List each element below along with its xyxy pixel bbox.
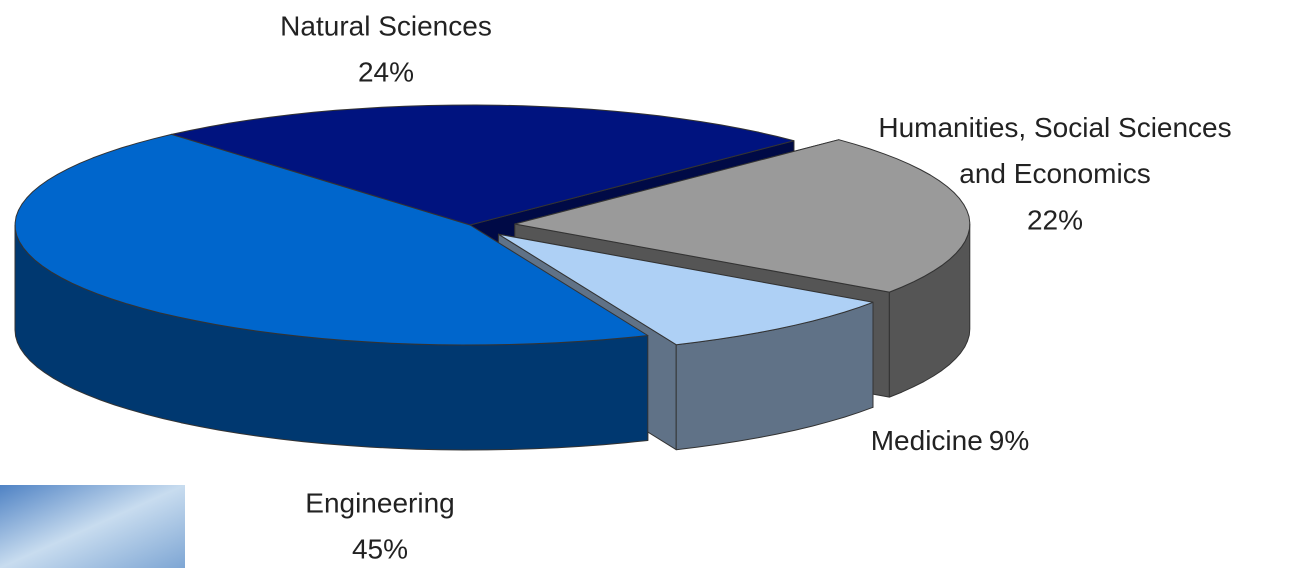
category-label: Engineering (305, 487, 454, 518)
label-line: Humanities, Social Sciences (878, 112, 1231, 143)
category-label: Humanities, Social Sciences and Economics (878, 112, 1231, 189)
slice-top (14, 133, 649, 346)
category-name: Medicine (871, 425, 983, 456)
slice-top (514, 139, 971, 293)
slice-top (497, 233, 874, 346)
slice-top (171, 104, 795, 226)
value-label: 45% (352, 533, 408, 564)
value-label: 24% (358, 56, 414, 87)
value-label: 22% (1027, 204, 1083, 235)
pie (14, 104, 971, 451)
photo-fragment (0, 485, 185, 568)
label-line: and Economics (959, 158, 1150, 189)
category-label: Natural Sciences (280, 10, 492, 41)
labels: Natural Sciences 24% Humanities, Social Sc… (280, 10, 1231, 564)
value-label: 9% (989, 425, 1029, 456)
slice-label: Medicine 9% (871, 425, 1030, 456)
